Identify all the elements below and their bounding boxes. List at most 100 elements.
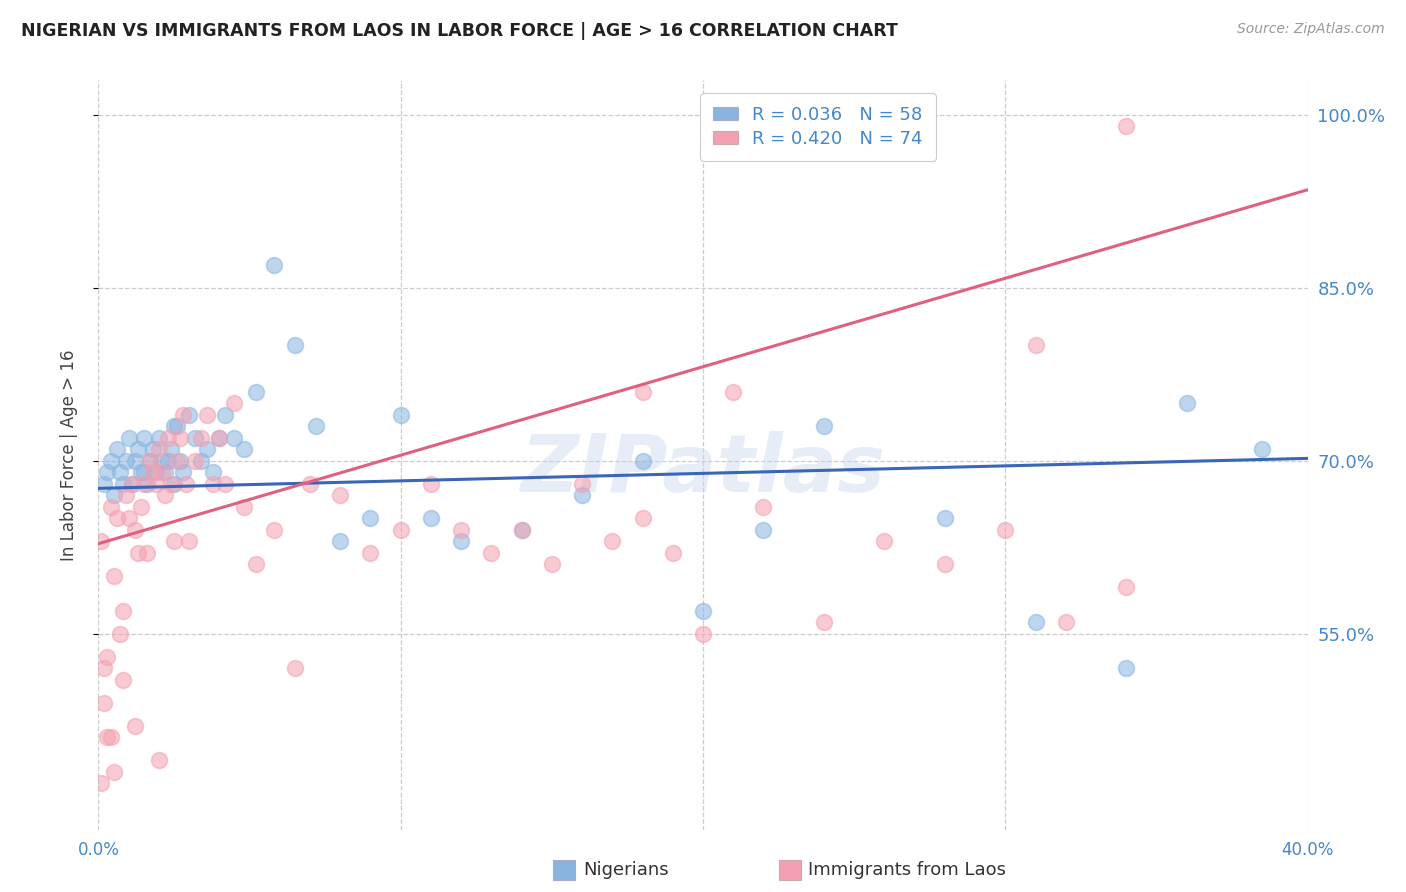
Point — [139, 453, 162, 467]
Point — [132, 465, 155, 479]
Point — [232, 442, 254, 457]
Point — [813, 615, 835, 629]
Point — [121, 476, 143, 491]
Point — [202, 476, 225, 491]
Point — [100, 731, 122, 745]
Point — [103, 569, 125, 583]
Point — [245, 384, 267, 399]
Point — [174, 476, 197, 491]
Point — [195, 408, 218, 422]
Point — [93, 661, 115, 675]
Point — [299, 476, 322, 491]
Point — [90, 776, 112, 790]
Point — [360, 546, 382, 560]
Point — [214, 408, 236, 422]
Point — [179, 408, 201, 422]
Point — [150, 453, 173, 467]
Point — [631, 453, 654, 467]
Point — [571, 488, 593, 502]
Point — [723, 384, 745, 399]
Point — [111, 673, 134, 687]
Point — [510, 523, 533, 537]
Point — [305, 419, 328, 434]
Point — [150, 465, 173, 479]
Point — [166, 419, 188, 434]
Point — [1024, 615, 1046, 629]
Y-axis label: In Labor Force | Age > 16: In Labor Force | Age > 16 — [59, 349, 77, 561]
Point — [127, 546, 149, 560]
Point — [142, 442, 165, 457]
Point — [118, 431, 141, 445]
Point — [121, 476, 143, 491]
Point — [96, 465, 118, 479]
Point — [263, 258, 285, 272]
Point — [389, 408, 412, 422]
Point — [208, 431, 231, 445]
Point — [571, 476, 593, 491]
Text: Immigrants from Laos: Immigrants from Laos — [808, 861, 1007, 879]
Point — [156, 431, 179, 445]
Point — [111, 476, 134, 491]
Point — [160, 476, 183, 491]
Point — [148, 431, 170, 445]
Point — [103, 764, 125, 779]
Point — [124, 453, 146, 467]
Point — [142, 465, 165, 479]
Point — [420, 476, 443, 491]
Point — [124, 523, 146, 537]
Point — [111, 603, 134, 617]
Point — [90, 534, 112, 549]
Text: ZIPatlas: ZIPatlas — [520, 431, 886, 509]
Point — [108, 626, 131, 640]
Point — [153, 488, 176, 502]
Text: 40.0%: 40.0% — [1281, 840, 1334, 859]
Point — [692, 603, 714, 617]
Point — [169, 453, 191, 467]
Point — [1175, 396, 1198, 410]
Point — [813, 419, 835, 434]
Point — [450, 534, 472, 549]
Point — [389, 523, 412, 537]
Point — [1115, 120, 1137, 134]
Point — [284, 338, 307, 352]
Point — [360, 511, 382, 525]
Point — [172, 465, 194, 479]
Point — [602, 534, 624, 549]
Text: Source: ZipAtlas.com: Source: ZipAtlas.com — [1237, 22, 1385, 37]
Point — [540, 558, 562, 572]
Point — [184, 453, 207, 467]
Point — [148, 442, 170, 457]
Text: 0.0%: 0.0% — [77, 840, 120, 859]
Point — [118, 511, 141, 525]
Point — [1115, 661, 1137, 675]
Point — [1251, 442, 1274, 457]
Point — [105, 511, 128, 525]
Point — [873, 534, 896, 549]
Point — [129, 500, 152, 514]
Point — [132, 476, 155, 491]
Point — [284, 661, 307, 675]
Point — [96, 649, 118, 664]
Point — [1115, 581, 1137, 595]
Point — [202, 465, 225, 479]
Point — [156, 453, 179, 467]
Point — [190, 431, 212, 445]
Point — [163, 534, 186, 549]
Point — [169, 431, 191, 445]
Point — [190, 453, 212, 467]
Point — [934, 558, 956, 572]
Text: Nigerians: Nigerians — [583, 861, 669, 879]
Point — [195, 442, 218, 457]
Point — [93, 476, 115, 491]
Point — [263, 523, 285, 537]
Point — [139, 453, 162, 467]
Point — [329, 488, 352, 502]
Point — [510, 523, 533, 537]
Point — [114, 453, 136, 467]
Point — [329, 534, 352, 549]
Point — [135, 476, 157, 491]
Point — [172, 408, 194, 422]
Point — [692, 626, 714, 640]
Point — [631, 384, 654, 399]
Point — [166, 453, 188, 467]
